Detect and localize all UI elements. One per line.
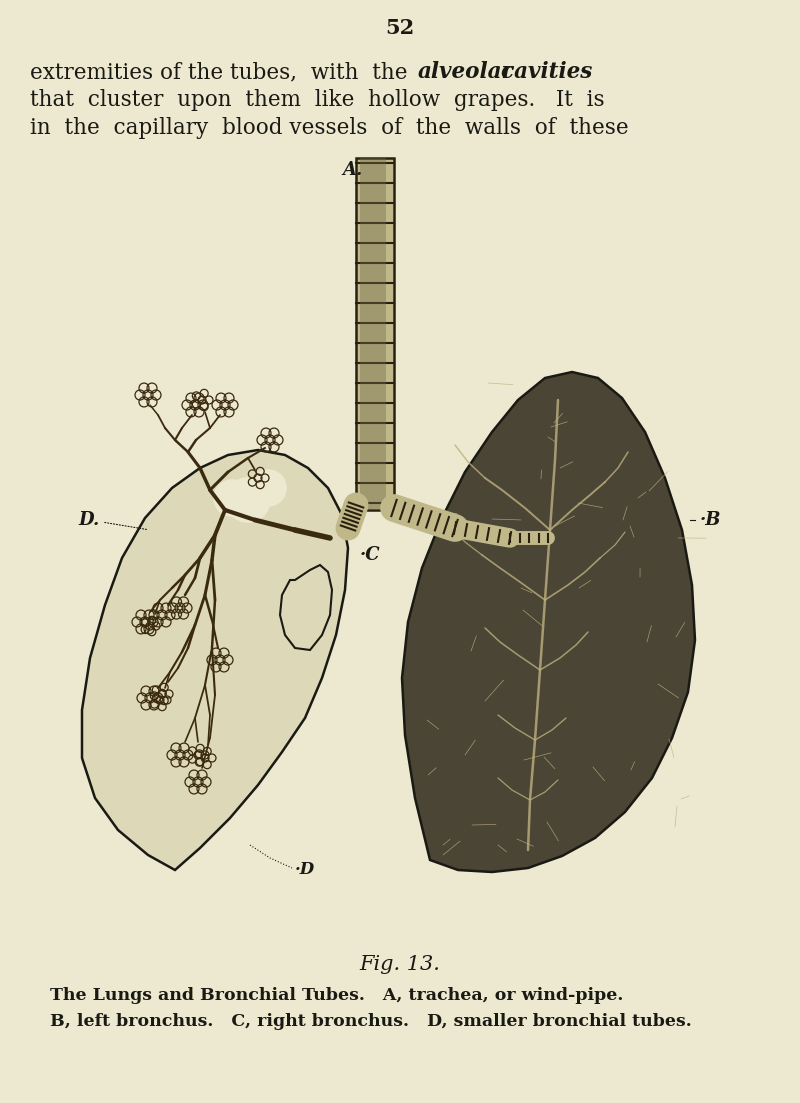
- Text: B, left bronchus.   C, right bronchus.   D, smaller bronchial tubes.: B, left bronchus. C, right bronchus. D, …: [50, 1014, 692, 1030]
- Circle shape: [214, 480, 250, 516]
- Bar: [360, 158, 386, 510]
- Text: cavities: cavities: [486, 61, 592, 83]
- Text: ·B: ·B: [700, 511, 722, 529]
- Bar: [356, 158, 394, 510]
- Text: that  cluster  upon  them  like  hollow  grapes.   It  is: that cluster upon them like hollow grape…: [30, 89, 605, 111]
- Polygon shape: [280, 565, 332, 650]
- Text: Fig. 13.: Fig. 13.: [359, 955, 441, 974]
- Text: D.: D.: [78, 511, 100, 529]
- Text: extremities of the tubes,  with  the: extremities of the tubes, with the: [30, 61, 422, 83]
- Circle shape: [226, 478, 270, 522]
- Text: 52: 52: [386, 18, 414, 38]
- Text: The Lungs and Bronchial Tubes.   A, trachea, or wind-pipe.: The Lungs and Bronchial Tubes. A, trache…: [50, 986, 623, 1004]
- Polygon shape: [82, 450, 348, 870]
- Text: alveolar: alveolar: [418, 61, 514, 83]
- Text: A.: A.: [343, 161, 363, 179]
- Text: ·D: ·D: [295, 861, 315, 878]
- Text: ·C: ·C: [360, 546, 381, 564]
- Polygon shape: [402, 372, 695, 872]
- Circle shape: [250, 470, 286, 506]
- Text: in  the  capillary  blood vessels  of  the  walls  of  these: in the capillary blood vessels of the wa…: [30, 117, 629, 139]
